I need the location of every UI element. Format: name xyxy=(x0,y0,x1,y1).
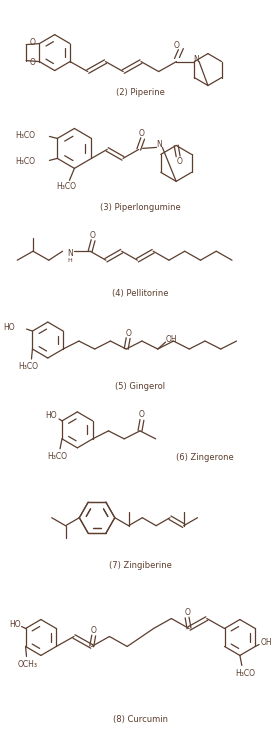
Text: (5) Gingerol: (5) Gingerol xyxy=(115,382,165,392)
Text: H₃CO: H₃CO xyxy=(56,182,76,191)
Text: O: O xyxy=(91,626,97,635)
Text: OH: OH xyxy=(166,335,177,344)
Text: HO: HO xyxy=(45,412,57,420)
Text: (8) Curcumin: (8) Curcumin xyxy=(113,715,168,724)
Text: N: N xyxy=(157,140,162,149)
Text: (4) Pellitorine: (4) Pellitorine xyxy=(112,289,169,298)
Text: OCH₃: OCH₃ xyxy=(18,660,38,669)
Text: OH: OH xyxy=(260,638,272,647)
Text: O: O xyxy=(184,608,190,617)
Text: H₃CO: H₃CO xyxy=(47,452,67,461)
Text: (2) Piperine: (2) Piperine xyxy=(116,88,165,97)
Text: HO: HO xyxy=(3,322,15,332)
Text: (7) Zingiberine: (7) Zingiberine xyxy=(109,561,172,570)
Text: HO: HO xyxy=(9,620,21,629)
Text: (3) Piperlongumine: (3) Piperlongumine xyxy=(100,202,181,212)
Text: H₃CO: H₃CO xyxy=(16,131,36,140)
Text: O: O xyxy=(173,41,179,50)
Text: N: N xyxy=(193,55,199,64)
Text: O: O xyxy=(139,410,145,420)
Text: N: N xyxy=(68,249,73,258)
Text: O: O xyxy=(30,58,36,67)
Text: O: O xyxy=(139,129,145,138)
Text: (6) Zingerone: (6) Zingerone xyxy=(176,453,234,462)
Text: O: O xyxy=(176,157,182,166)
Text: H₃CO: H₃CO xyxy=(235,669,255,678)
Text: O: O xyxy=(30,38,36,47)
Text: O: O xyxy=(125,328,131,338)
Text: H: H xyxy=(68,258,72,262)
Text: H₃CO: H₃CO xyxy=(19,363,39,371)
Text: H₃CO: H₃CO xyxy=(16,157,36,166)
Text: O: O xyxy=(89,231,95,240)
